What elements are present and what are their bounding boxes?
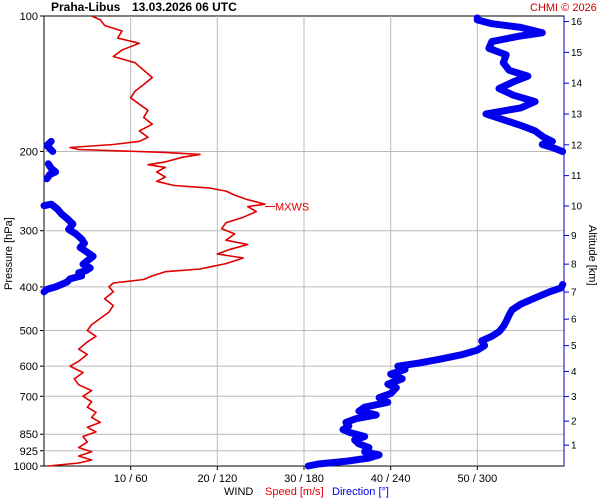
pressure-tick-label: 300 bbox=[20, 226, 38, 238]
altitude-tick-label: 6 bbox=[571, 315, 577, 326]
pressure-tick-label: 500 bbox=[20, 326, 38, 338]
wind-tick-label: 20 / 120 bbox=[197, 473, 237, 485]
speed-axis-label: Speed [m/s] bbox=[265, 486, 324, 498]
wind-tick-label: 10 / 60 bbox=[114, 473, 148, 485]
station-title: Praha-Libus bbox=[51, 0, 121, 14]
direction-series-line-upper bbox=[473, 14, 567, 155]
altitude-tick-label: 12 bbox=[571, 140, 583, 151]
pressure-tick-label: 400 bbox=[20, 282, 38, 294]
altitude-tick-label: 10 bbox=[571, 201, 583, 212]
speed-series-line bbox=[48, 15, 266, 467]
altitude-tick-label: 15 bbox=[571, 48, 583, 59]
altitude-tick-label: 4 bbox=[571, 367, 577, 378]
pressure-axis: 100 200 300 400 500 600 700 850 925 1000 bbox=[14, 11, 44, 473]
direction-series-line-wrap bbox=[43, 137, 57, 155]
wind-tick-label: 30 / 180 bbox=[284, 473, 324, 485]
pressure-tick-label: 1000 bbox=[14, 461, 38, 473]
altitude-axis-label: Altitude [km] bbox=[586, 225, 598, 286]
altitude-tick-label: 16 bbox=[571, 17, 583, 28]
altitude-tick-label: 7 bbox=[571, 288, 577, 299]
pressure-tick-label: 700 bbox=[20, 391, 38, 403]
altitude-tick-label: 13 bbox=[571, 109, 583, 120]
wind-tick-label: 50 / 300 bbox=[457, 473, 497, 485]
pressure-tick-label: 600 bbox=[20, 361, 38, 373]
direction-series-line-wrap bbox=[40, 200, 97, 296]
series-layer bbox=[40, 14, 567, 470]
altitude-tick-label: 8 bbox=[571, 260, 577, 271]
altitude-tick-label: 14 bbox=[571, 79, 583, 90]
credit-label: CHMI © 2026 bbox=[530, 2, 597, 14]
pressure-tick-label: 100 bbox=[20, 11, 38, 23]
mxws-annotation: MXWS bbox=[275, 201, 309, 213]
wind-axis: 10 / 60 20 / 120 30 / 180 40 / 240 50 / 300 bbox=[114, 466, 497, 485]
altitude-tick-label: 5 bbox=[571, 341, 577, 352]
altitude-tick-label: 1 bbox=[571, 441, 577, 452]
pressure-axis-label: Pressure [hPa] bbox=[3, 217, 15, 290]
wind-label: WIND bbox=[224, 486, 253, 498]
altitude-tick-label: 9 bbox=[571, 231, 577, 242]
datetime-title: 13.03.2026 06 UTC bbox=[132, 0, 237, 14]
grid-lines bbox=[44, 16, 564, 466]
wind-tick-label: 40 / 240 bbox=[371, 473, 411, 485]
pressure-tick-label: 925 bbox=[20, 446, 38, 458]
altitude-tick-label: 3 bbox=[571, 392, 577, 403]
altitude-tick-label: 2 bbox=[571, 417, 577, 428]
direction-series-line-lower bbox=[304, 281, 567, 470]
direction-series-line-wrap bbox=[43, 160, 60, 183]
direction-point bbox=[560, 281, 567, 288]
direction-axis-label: Direction [°] bbox=[332, 486, 389, 498]
pressure-tick-label: 850 bbox=[20, 429, 38, 441]
altitude-tick-label: 11 bbox=[571, 171, 582, 182]
pressure-tick-label: 200 bbox=[20, 146, 38, 158]
